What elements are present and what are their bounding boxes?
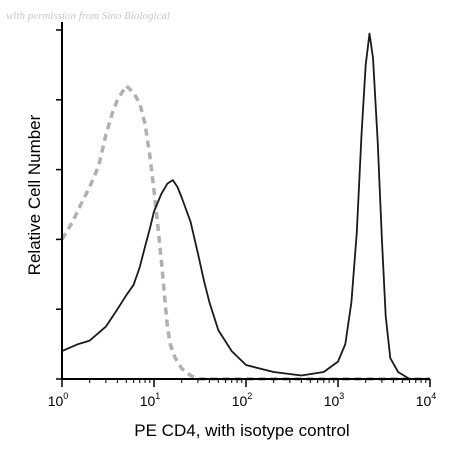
- x-tick-label: 102: [232, 391, 253, 409]
- pe-cd4-series-line: [61, 32, 430, 380]
- watermark-text: with permission from Sino Biological: [6, 10, 170, 22]
- x-tick-label: 101: [140, 391, 161, 409]
- x-tick-label: 100: [48, 391, 69, 409]
- x-tick-label: 104: [416, 391, 437, 409]
- axis-ticks: 100 101 102 103 104: [48, 29, 437, 409]
- plot-area: [60, 32, 430, 381]
- isotype-control-series-line: [60, 84, 430, 381]
- y-axis-title: Relative Cell Number: [25, 114, 44, 275]
- x-tick-label: 103: [324, 391, 345, 409]
- x-axis-title: PE CD4, with isotype control: [134, 421, 349, 440]
